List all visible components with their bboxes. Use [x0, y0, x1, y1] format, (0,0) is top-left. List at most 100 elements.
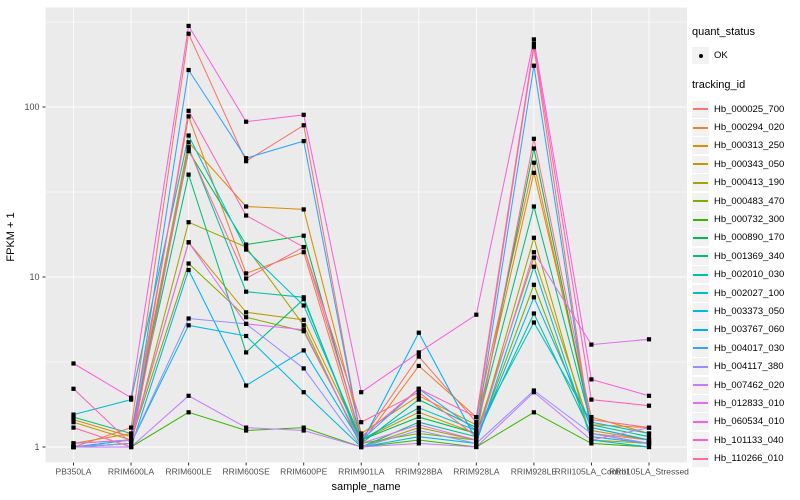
data-point: [589, 425, 594, 430]
data-point: [244, 204, 249, 209]
data-point: [244, 159, 249, 164]
data-point: [531, 63, 536, 68]
data-point: [244, 428, 249, 433]
data-point: [71, 386, 76, 391]
legend-entry-Hb_007462_020: Hb_007462_020: [692, 376, 800, 394]
data-point: [244, 333, 249, 339]
data-point: [646, 431, 652, 436]
tracking-id-legend-entries: Hb_000025_700 Hb_000294_020 Hb_000313_250 H…: [692, 100, 800, 468]
data-point: [301, 303, 306, 308]
x-tick-label: RRIM600SE: [223, 467, 271, 477]
legend-entry-Hb_002027_100: Hb_002027_100: [692, 284, 800, 302]
data-point: [301, 390, 306, 395]
data-point: [416, 415, 421, 420]
x-tick-label: PB350LA: [56, 467, 92, 477]
data-point: [416, 431, 421, 436]
data-point: [531, 320, 536, 325]
data-point: [244, 425, 249, 430]
data-point: [416, 425, 421, 430]
x-tick-label: RRIM600LA: [108, 467, 155, 477]
series-line-icon: [692, 413, 709, 431]
data-point: [186, 31, 191, 36]
legend-label: Hb_000732_300: [714, 214, 785, 226]
data-point: [589, 422, 594, 427]
legend-label: Hb_000313_250: [714, 140, 785, 152]
data-point: [244, 276, 249, 281]
legend-entry-Hb_000732_300: Hb_000732_300: [692, 210, 800, 229]
data-point: [416, 330, 421, 335]
data-point: [531, 264, 536, 269]
data-point: [416, 420, 421, 425]
data-point: [129, 431, 134, 436]
data-point: [359, 444, 364, 450]
data-point: [474, 415, 479, 420]
data-point: [301, 425, 306, 430]
series-line-icon: [692, 376, 709, 394]
data-point: [186, 261, 191, 266]
legend-entry-ok: OK: [692, 47, 800, 64]
plot-panel: [45, 7, 687, 463]
data-point: [129, 444, 134, 450]
legend-entry-Hb_000890_170: Hb_000890_170: [692, 229, 800, 247]
data-point: [71, 441, 76, 446]
data-point: [416, 393, 421, 398]
data-point: [531, 295, 536, 300]
data-point: [474, 428, 479, 433]
legend-entry-Hb_000343_050: Hb_000343_050: [692, 155, 800, 173]
data-point: [301, 139, 306, 144]
series-line-icon: [692, 284, 709, 302]
legend-entry-Hb_003373_050: Hb_003373_050: [692, 302, 800, 320]
series-line-icon: [692, 450, 709, 468]
legend-entry-Hb_003767_060: Hb_003767_060: [692, 321, 800, 339]
data-point: [589, 377, 594, 382]
data-point: [646, 437, 652, 443]
data-point: [531, 390, 536, 395]
y-tick-label: 10: [29, 272, 39, 282]
legend-entry-Hb_000313_250: Hb_000313_250: [692, 137, 800, 155]
data-point: [474, 437, 479, 443]
series-line-icon: [692, 321, 709, 339]
data-point: [129, 437, 134, 443]
data-point: [474, 441, 479, 446]
data-point: [416, 390, 421, 395]
data-point: [474, 312, 479, 317]
legend-label: Hb_000025_700: [714, 103, 785, 115]
x-tick-label: RRII105LA_Stressed: [609, 467, 689, 477]
series-line-icon: [692, 211, 709, 229]
legend-entry-Hb_004017_030: Hb_004017_030: [692, 339, 800, 357]
series-line-icon: [692, 100, 709, 118]
data-point: [359, 420, 364, 425]
legend-entry-Hb_060534_010: Hb_060534_010: [692, 413, 800, 431]
data-point: [186, 240, 191, 245]
data-point: [646, 444, 652, 450]
legend-label: Hb_101133_040: [714, 434, 784, 446]
series-line-icon: [692, 174, 709, 192]
data-point: [244, 245, 249, 250]
legend-entry-Hb_002010_030: Hb_002010_030: [692, 266, 800, 284]
data-point: [474, 420, 479, 425]
data-point: [416, 410, 421, 415]
data-point: [531, 136, 536, 141]
data-point: [301, 317, 306, 322]
data-point: [71, 361, 76, 366]
data-point: [71, 420, 76, 425]
data-point: [301, 295, 306, 300]
data-point: [531, 235, 536, 240]
data-point: [416, 422, 421, 427]
data-point: [186, 149, 191, 154]
data-point: [129, 395, 134, 400]
data-point: [531, 250, 536, 255]
data-point: [416, 428, 421, 433]
data-point: [129, 441, 134, 446]
legend-entry-Hb_000294_020: Hb_000294_020: [692, 118, 800, 137]
legend-label: Hb_004017_030: [714, 342, 785, 354]
legend-entry-Hb_101133_040: Hb_101133_040: [692, 431, 800, 449]
data-point: [589, 417, 594, 422]
data-point: [186, 267, 191, 273]
legend-label: Hb_000343_050: [714, 158, 785, 170]
data-point: [646, 441, 652, 446]
legend-label: Hb_001369_340: [714, 250, 785, 262]
data-point: [531, 160, 536, 165]
